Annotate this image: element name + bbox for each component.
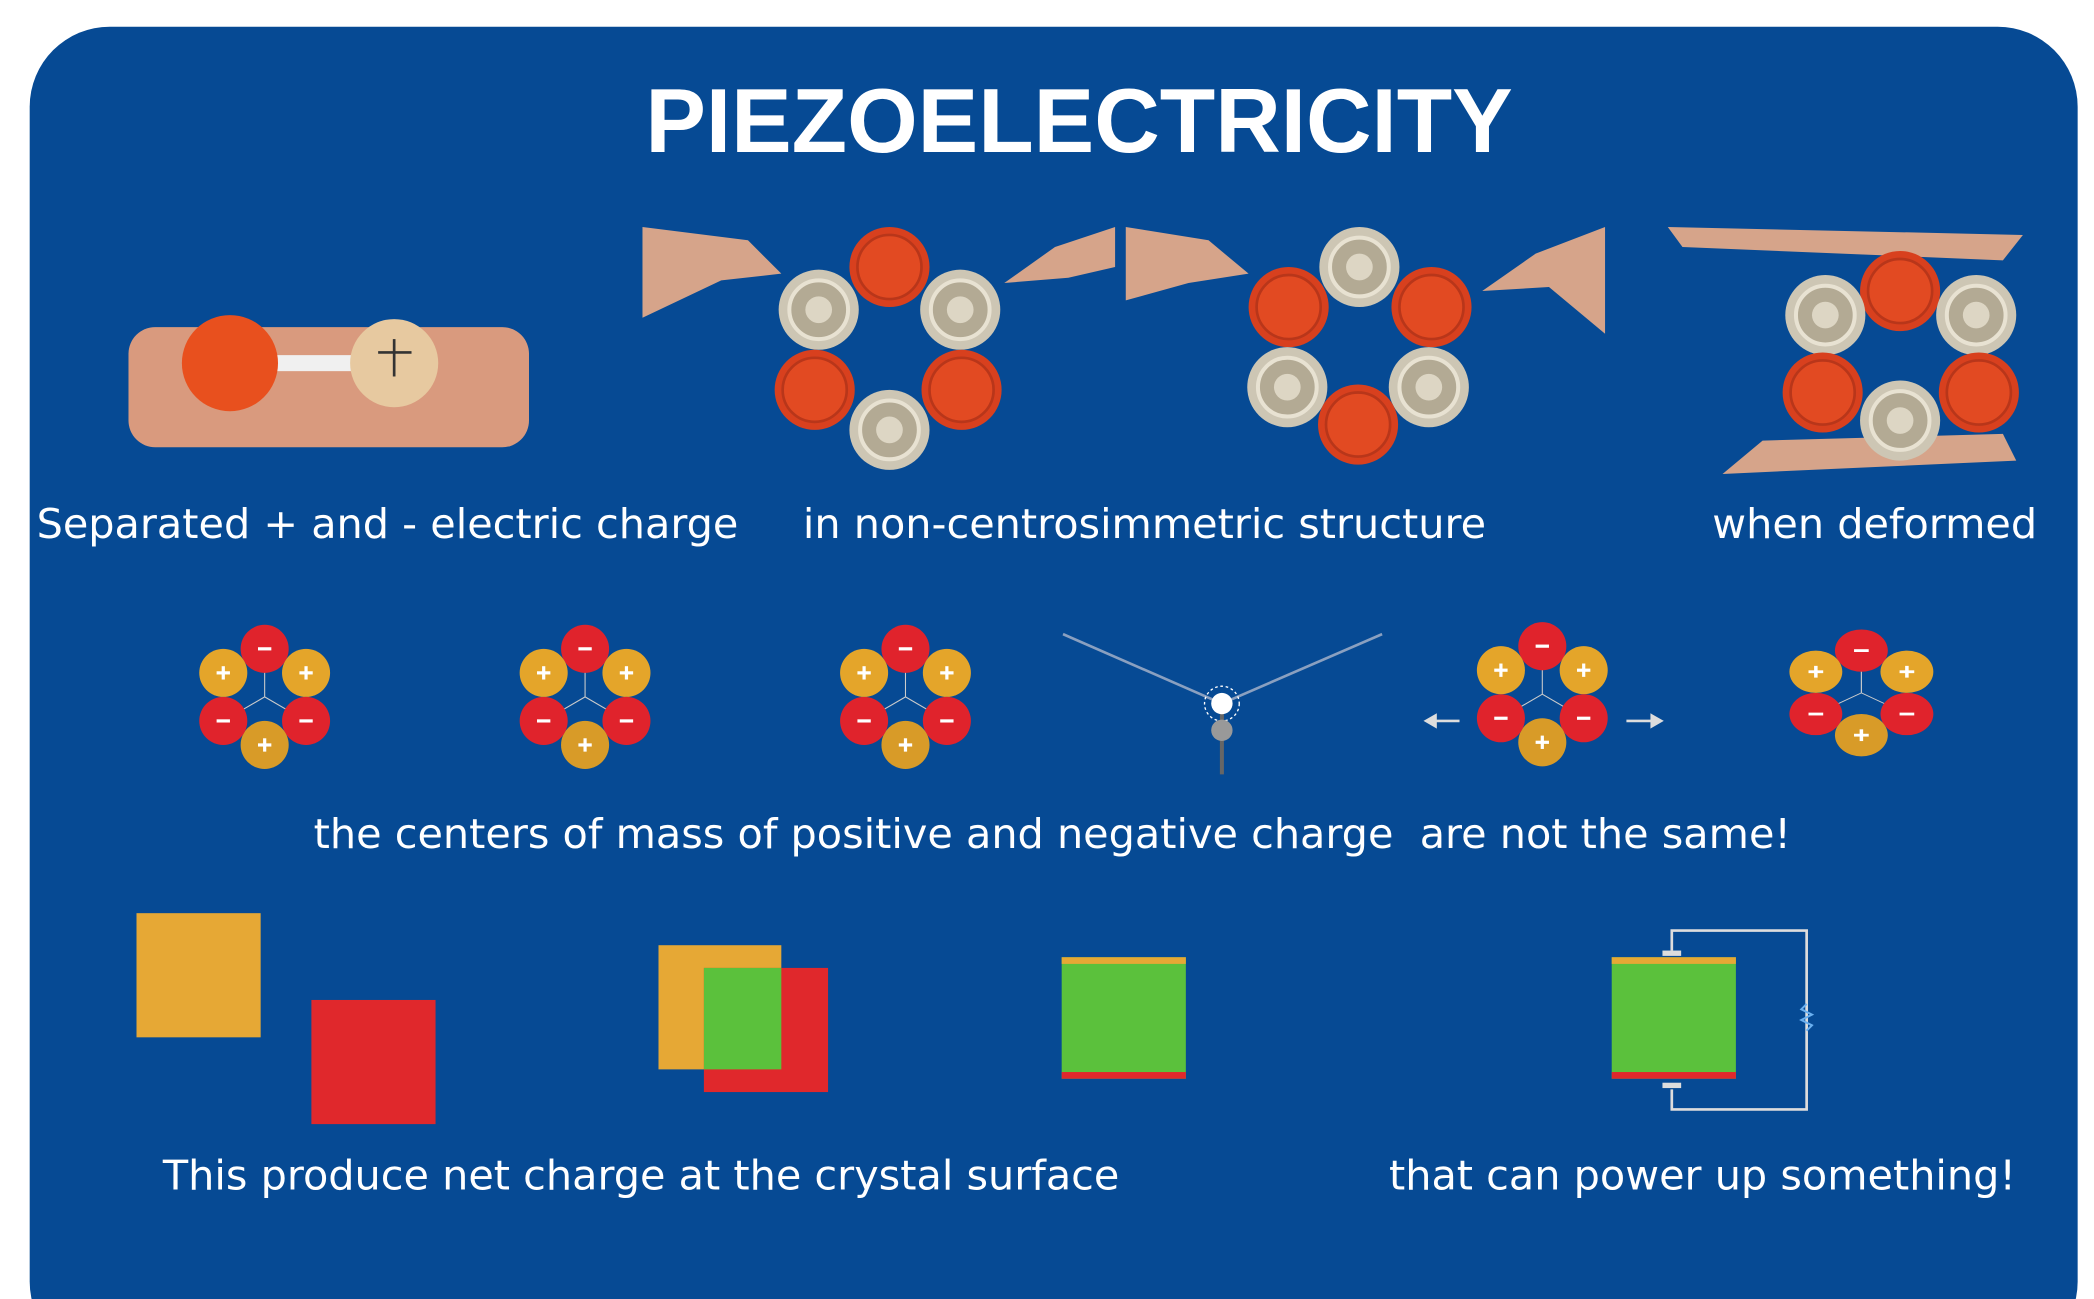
slide: PIEZOELECTRICITY Separated + and - elect… [0, 0, 2094, 1299]
square [136, 913, 260, 1037]
ring-photo-1 [642, 220, 1115, 474]
caption: that can power up something! [1389, 1152, 2016, 1200]
caption: when deformed [1712, 500, 2037, 548]
caption: in non-centrosimmetric structure [803, 500, 1486, 548]
crystal [1062, 957, 1186, 1078]
caption: This produce net charge at the crystal s… [162, 1152, 1119, 1200]
caption: the centers of mass of positive and nega… [314, 810, 1791, 858]
caption: Separated + and - electric charge [37, 500, 739, 548]
square [311, 1000, 435, 1124]
dipole-photo [128, 315, 529, 447]
title: PIEZOELECTRICITY [645, 71, 1512, 172]
overlap [704, 968, 781, 1069]
page: PIEZOELECTRICITY Separated + and - elect… [0, 0, 2094, 1299]
